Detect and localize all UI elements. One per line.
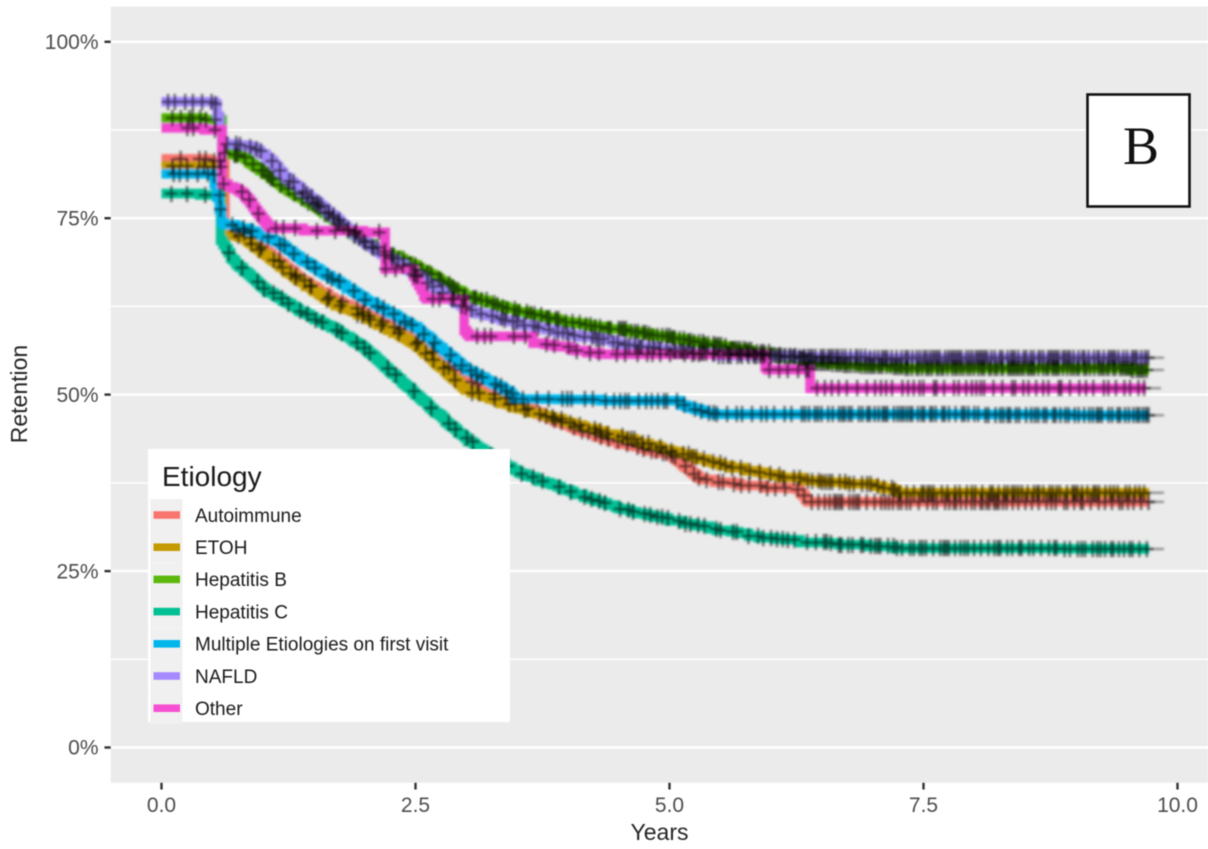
svg-text:0.0: 0.0 [147, 794, 176, 817]
svg-text:Hepatitis C: Hepatitis C [195, 602, 288, 623]
svg-text:NAFLD: NAFLD [195, 667, 257, 688]
svg-text:Autoimmune: Autoimmune [195, 506, 302, 527]
svg-text:25%: 25% [56, 560, 98, 583]
svg-text:B: B [1123, 116, 1159, 176]
svg-text:75%: 75% [56, 207, 98, 230]
svg-text:ETOH: ETOH [195, 538, 247, 559]
svg-text:Other: Other [195, 699, 243, 720]
svg-text:50%: 50% [56, 384, 98, 407]
svg-text:Etiology: Etiology [162, 461, 262, 492]
svg-text:10.0: 10.0 [1157, 794, 1198, 817]
svg-text:2.5: 2.5 [401, 794, 430, 817]
svg-text:0%: 0% [68, 737, 98, 760]
svg-text:5.0: 5.0 [655, 794, 684, 817]
svg-text:Years: Years [631, 819, 689, 845]
svg-text:Retention: Retention [6, 345, 32, 443]
svg-text:100%: 100% [45, 31, 99, 54]
svg-text:Hepatitis B: Hepatitis B [195, 570, 287, 591]
svg-text:7.5: 7.5 [909, 794, 938, 817]
svg-text:Multiple Etiologies on first v: Multiple Etiologies on first visit [195, 635, 449, 656]
